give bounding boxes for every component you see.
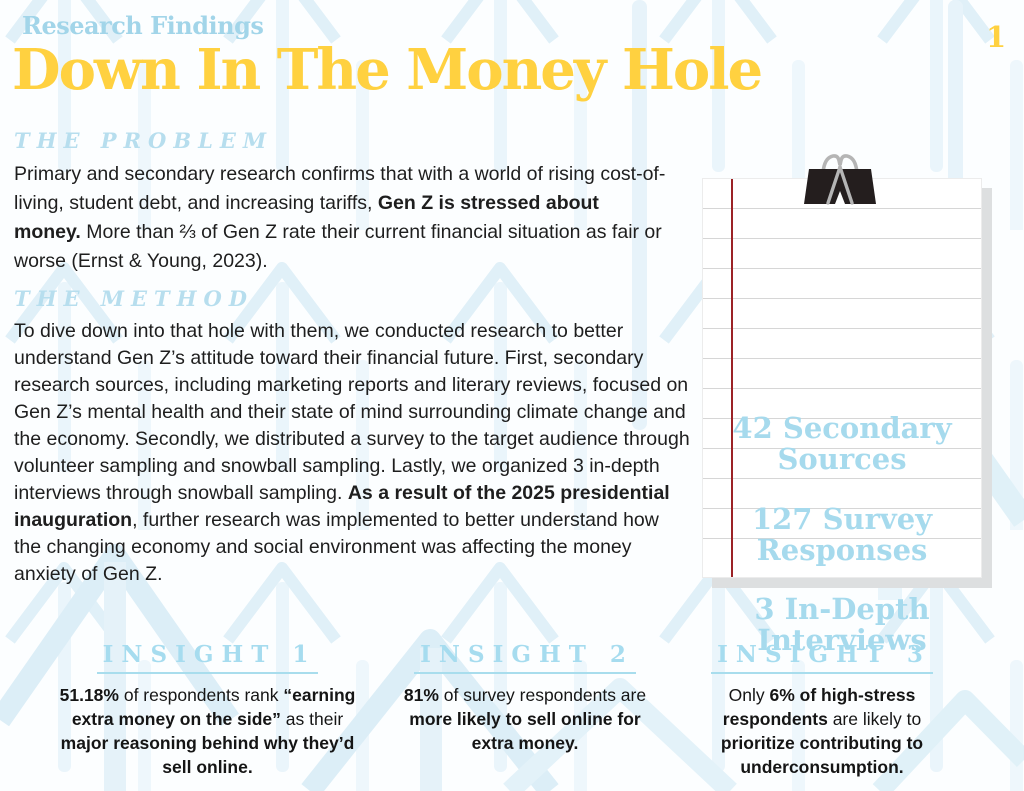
insight-2-body: 81% of survey respondents are more likel…	[403, 685, 647, 753]
insight-3-body: Only 6% of high-stress respondents are l…	[720, 685, 924, 777]
problem-heading: THE PROBLEM	[14, 128, 274, 153]
method-heading: THE METHOD	[14, 286, 255, 311]
method-body: To dive down into that hole with them, w…	[14, 320, 690, 585]
notepad-paper: 42 Secondary Sources 127 Survey Response…	[702, 178, 982, 656]
stat-survey-responses: 127 Survey Responses	[751, 502, 933, 567]
insight-3-heading: INSIGHT 3	[711, 641, 933, 674]
insight-column-1: INSIGHT 1 51.18% of respondents rank “ea…	[50, 641, 365, 779]
page-title: Down In The Money Hole	[12, 37, 763, 103]
insight-1-heading: INSIGHT 1	[96, 641, 319, 674]
insight-1-body: 51.18% of respondents rank “earning extr…	[59, 685, 356, 777]
binder-clip-icon	[804, 154, 876, 205]
page-number: 1	[986, 20, 1007, 54]
insight-column-3: INSIGHT 3 Only 6% of high-stress respond…	[668, 641, 976, 779]
insight-column-2: INSIGHT 2 81% of survey respondents are …	[380, 641, 670, 755]
insight-2-heading: INSIGHT 2	[414, 641, 636, 674]
problem-body: Primary and secondary research confirms …	[14, 163, 666, 272]
stat-secondary-sources: 42 Secondary Sources	[732, 411, 952, 476]
stat-in-depth-interviews: 3 In-Depth Interviews	[754, 592, 930, 657]
eyebrow-research-findings: Research Findings	[22, 11, 264, 40]
